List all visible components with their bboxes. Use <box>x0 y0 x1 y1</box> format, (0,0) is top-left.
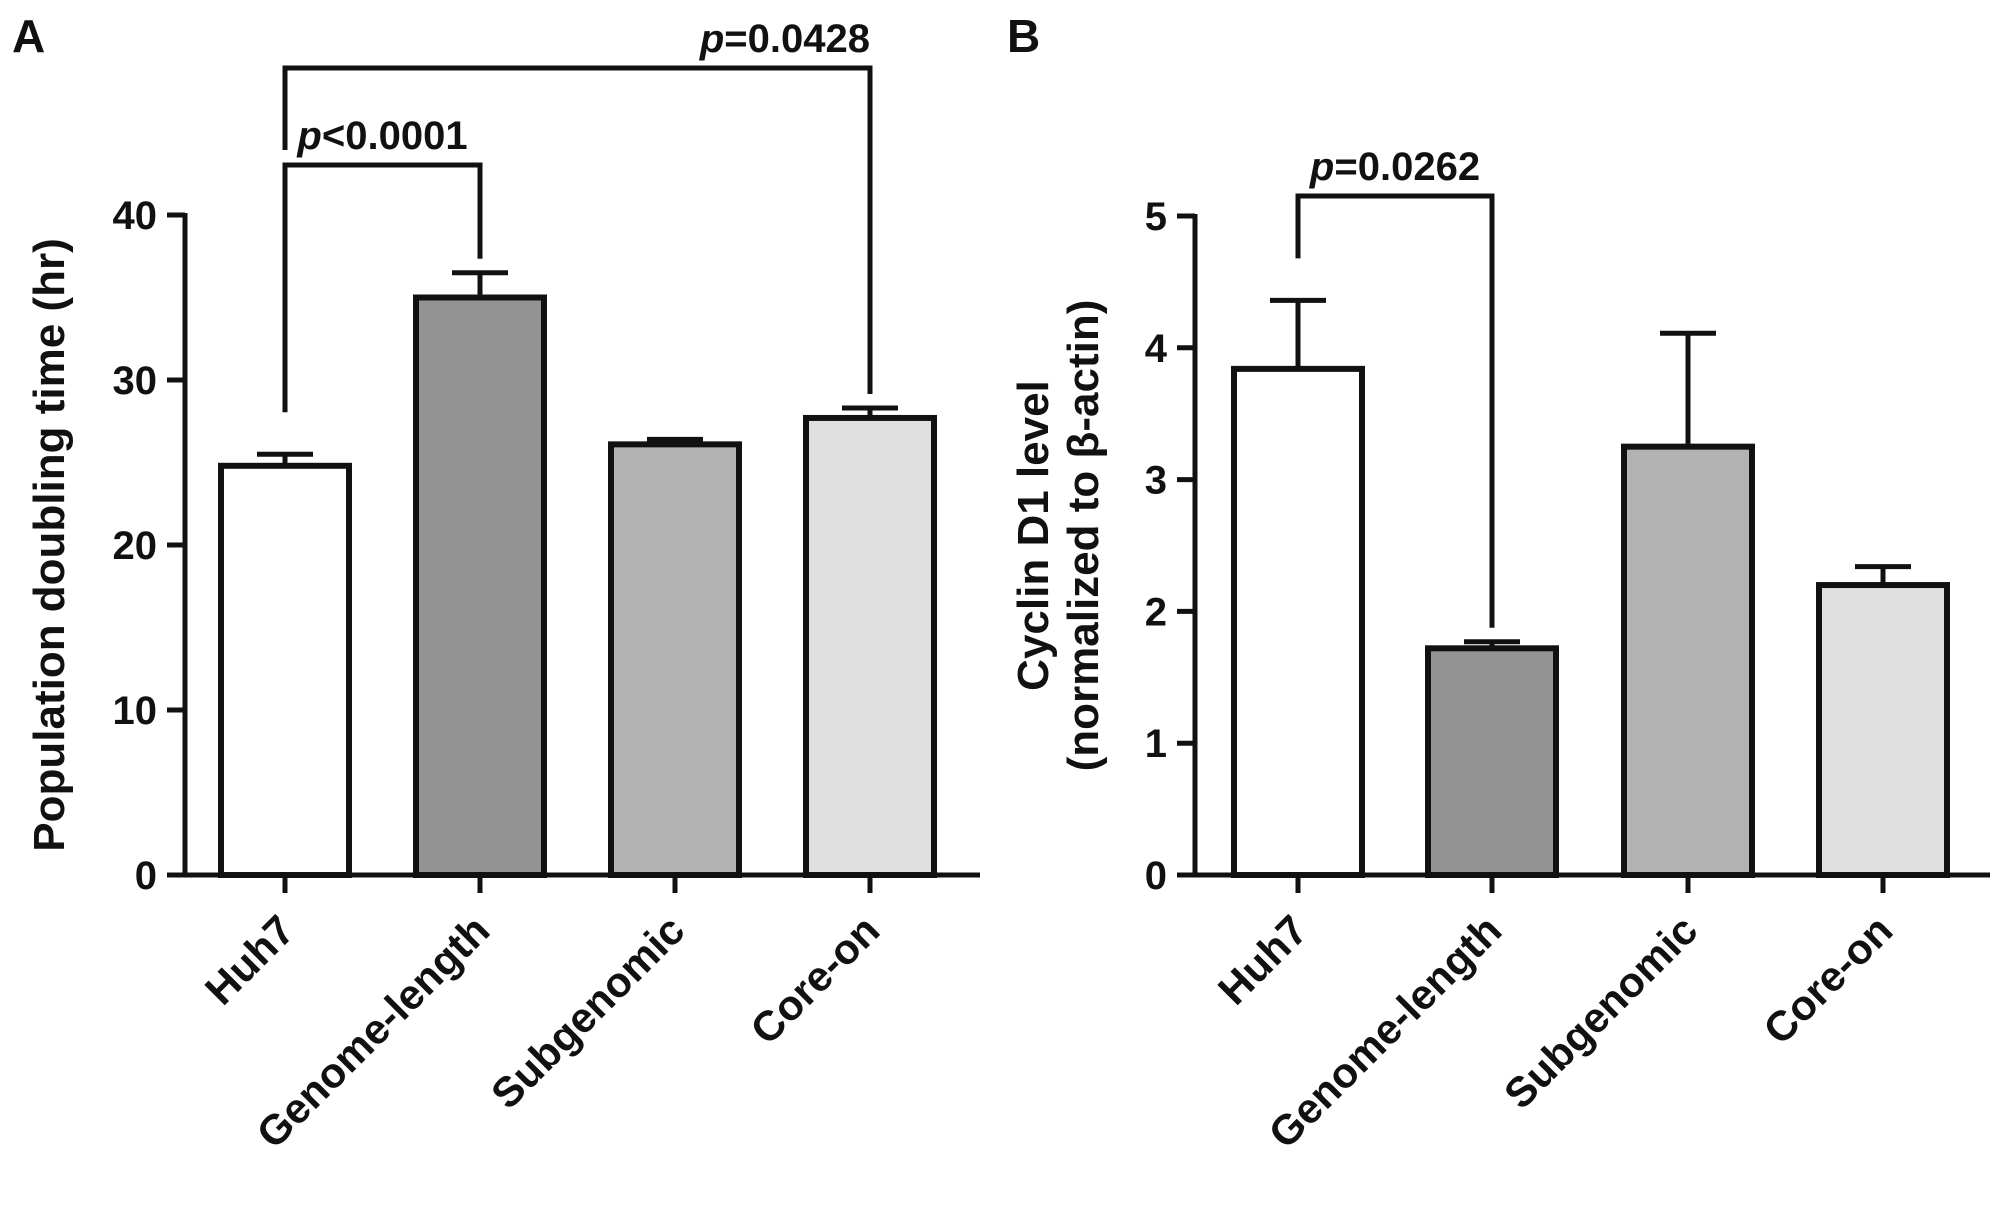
bar-subgenomic <box>608 441 742 878</box>
y-tick-label: 30 <box>113 359 158 403</box>
bar-core-on <box>1816 582 1950 878</box>
bar-subgenomic <box>1621 443 1755 878</box>
y-axis-label-line2: (normalized to β-actin) <box>1059 300 1108 772</box>
y-tick-label: 20 <box>113 524 158 568</box>
x-category-label: Core-on <box>1754 906 1901 1053</box>
x-category-label: Core-on <box>741 906 888 1053</box>
bar-genome-length <box>1425 645 1559 879</box>
y-tick-label: 40 <box>113 194 158 238</box>
p-value-label: p<0.0001 <box>296 114 467 158</box>
p-value-number: =0.0262 <box>1334 145 1480 189</box>
x-category-label: Subgenomic <box>1495 906 1706 1117</box>
x-category-label: Subgenomic <box>482 906 693 1117</box>
y-tick-label: 0 <box>135 854 157 898</box>
y-tick-label: 3 <box>1145 459 1167 503</box>
y-axis-label: Population doubling time (hr) <box>25 238 74 851</box>
significance-bracket <box>1295 193 1495 628</box>
p-value-number: <0.0001 <box>322 114 468 158</box>
p-value-label: p=0.0428 <box>699 17 870 61</box>
y-tick-label: 0 <box>1145 854 1167 898</box>
y-axis-label-line1: Cyclin D1 level <box>1009 380 1058 691</box>
y-tick-label: 10 <box>113 689 158 733</box>
y-tick-label: 1 <box>1145 722 1167 766</box>
y-tick-label: 2 <box>1145 590 1167 634</box>
x-category-label: Huh7 <box>1209 906 1316 1013</box>
bar-huh7 <box>1231 365 1365 878</box>
y-tick-label: 4 <box>1145 327 1168 371</box>
panel-letter: A <box>12 10 45 62</box>
significance-bracket <box>282 162 483 413</box>
p-value-label: p=0.0262 <box>1309 145 1480 189</box>
p-value-symbol: p <box>1309 145 1334 189</box>
p-value-symbol: p <box>699 17 724 61</box>
bar-huh7 <box>218 462 352 878</box>
p-value-number: =0.0428 <box>724 17 870 61</box>
panel-b: B 0 1 2 3 4 5 Cyclin D1 level (normalized to β-a… <box>1007 10 1990 1157</box>
bar-genome-length <box>413 294 547 878</box>
p-value-symbol: p <box>296 114 321 158</box>
y-tick-label: 5 <box>1145 195 1167 239</box>
panel-letter: B <box>1007 10 1040 62</box>
x-category-label: Huh7 <box>196 906 303 1013</box>
significance-bracket <box>282 65 873 395</box>
panel-a: A 0 10 20 30 40 Population doubling time (hr) H… <box>12 10 980 1157</box>
bar-core-on <box>803 414 937 878</box>
